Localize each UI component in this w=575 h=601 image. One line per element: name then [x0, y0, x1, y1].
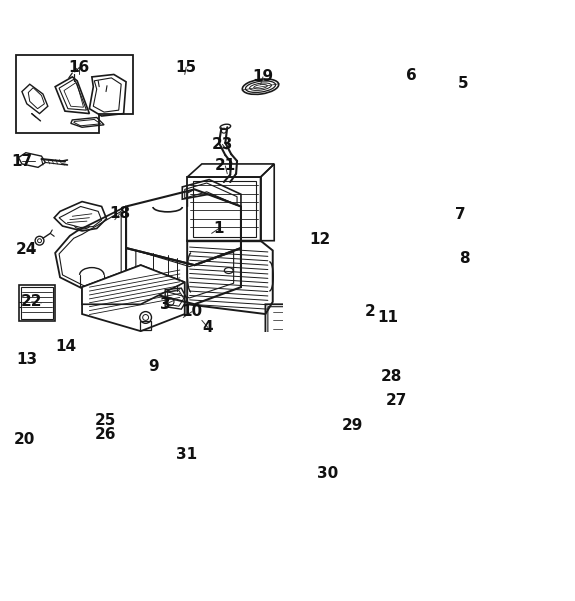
Ellipse shape	[109, 75, 117, 81]
Polygon shape	[82, 265, 185, 304]
Text: 10: 10	[182, 304, 202, 319]
Text: 13: 13	[16, 352, 37, 367]
Text: 30: 30	[317, 466, 339, 481]
Text: 6: 6	[406, 69, 416, 84]
Text: 23: 23	[212, 137, 233, 152]
Text: 4: 4	[202, 320, 213, 335]
Text: 26: 26	[94, 427, 116, 442]
Polygon shape	[16, 55, 133, 133]
Text: 1: 1	[214, 221, 224, 236]
Text: 12: 12	[309, 232, 331, 247]
Text: 20: 20	[14, 432, 36, 447]
Text: 29: 29	[342, 418, 363, 433]
Text: 3: 3	[160, 297, 171, 312]
Polygon shape	[21, 287, 53, 319]
Text: 7: 7	[455, 207, 465, 222]
Text: 17: 17	[12, 153, 32, 168]
Circle shape	[436, 206, 442, 210]
Text: 31: 31	[175, 447, 197, 462]
Circle shape	[436, 212, 442, 217]
Text: 9: 9	[148, 359, 159, 374]
Text: 8: 8	[459, 251, 470, 266]
Text: 11: 11	[377, 310, 398, 325]
Text: 15: 15	[175, 59, 197, 75]
Text: 16: 16	[68, 59, 89, 75]
Text: 21: 21	[214, 159, 236, 174]
Text: 2: 2	[365, 304, 376, 319]
Bar	[140, 322, 151, 330]
Text: 24: 24	[16, 242, 37, 257]
Text: 28: 28	[381, 368, 402, 383]
Text: 5: 5	[458, 76, 469, 91]
Text: 19: 19	[252, 69, 274, 84]
Text: 14: 14	[55, 340, 76, 355]
Text: 18: 18	[109, 206, 131, 221]
Text: 22: 22	[21, 294, 43, 310]
Text: 25: 25	[94, 413, 116, 428]
Text: 27: 27	[386, 393, 407, 408]
